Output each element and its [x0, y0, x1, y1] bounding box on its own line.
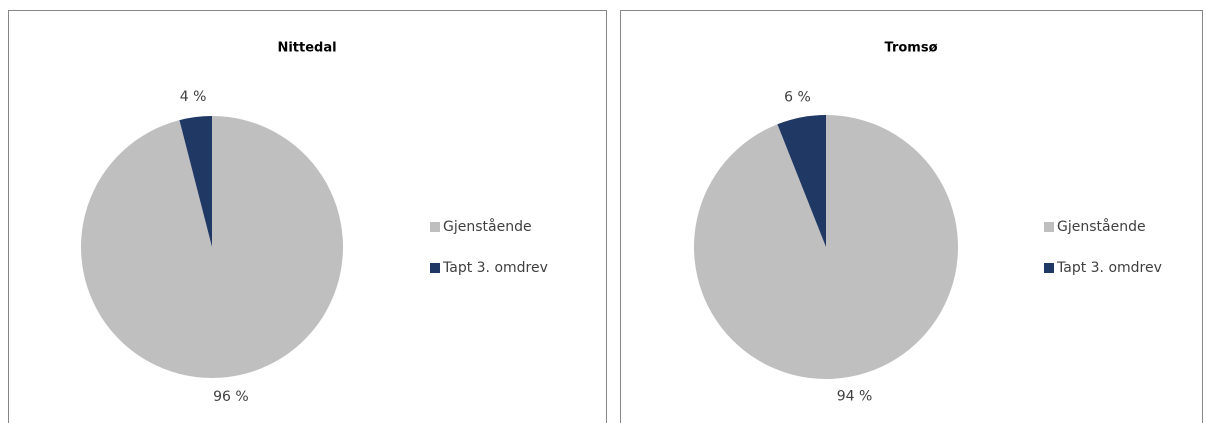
data-label: 4 % [180, 89, 207, 105]
pie-slice [80, 116, 343, 379]
legend-label: Tapt 3. omdrev [442, 260, 548, 276]
legend-label: Gjenstående [443, 218, 532, 235]
data-label: 6 % [784, 90, 811, 106]
data-label: 94 % [837, 388, 873, 404]
legend-label: Gjenstående [1057, 218, 1146, 235]
legend-label: Tapt 3. omdrev [1056, 260, 1162, 276]
legend-swatch [1044, 263, 1054, 273]
pie-slice [179, 116, 212, 247]
legend-swatch [1044, 222, 1054, 232]
data-label: 96 % [213, 389, 249, 405]
legend-swatch [430, 263, 440, 273]
pie-slice [777, 115, 826, 247]
chart-title: Tromsø [885, 41, 938, 56]
pie-slice [693, 115, 958, 379]
chart-title: Nittedal [277, 41, 336, 56]
legend-swatch [430, 222, 440, 232]
